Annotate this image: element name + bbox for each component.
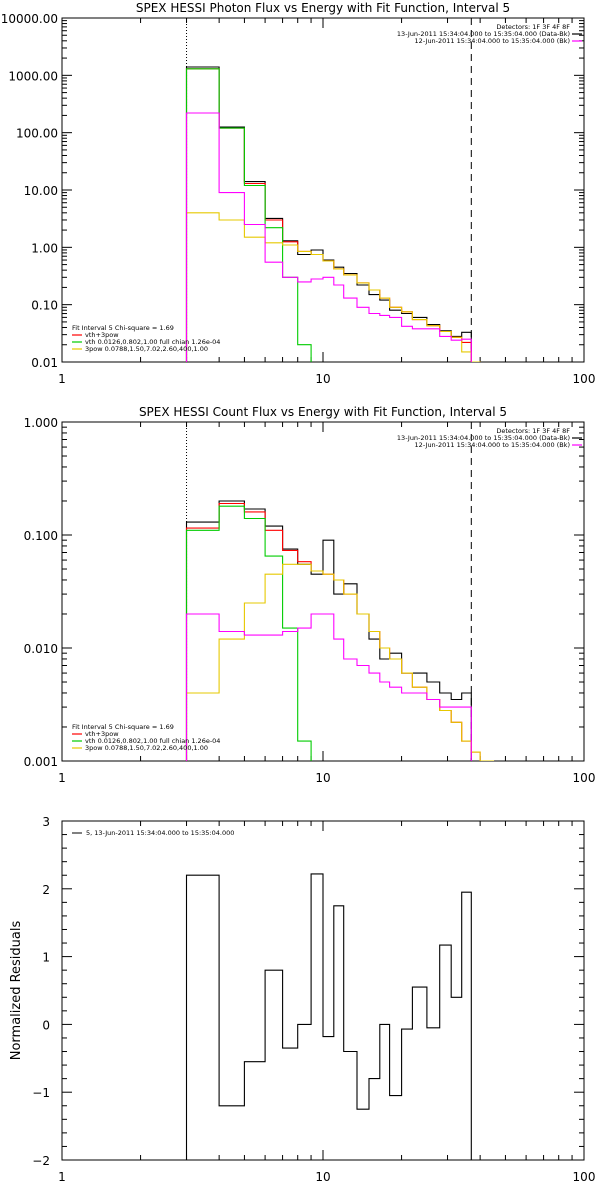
y-tick-label: 0: [42, 1018, 50, 1032]
x-tick-label: 100: [573, 771, 596, 785]
y-tick-label: 0.10: [31, 299, 58, 313]
legend-entry-label: 13-Jun-2011 15:34:04.000 to 15:35:04.000…: [397, 434, 570, 442]
fit-legend-label: vth+3pow: [85, 730, 119, 738]
chart-panel-1: SPEX HESSI Photon Flux vs Energy with Fi…: [1, 1, 596, 386]
y-tick-label: 100.00: [16, 127, 58, 141]
x-tick-label: 10: [315, 771, 330, 785]
y-tick-label: 10000.00: [1, 12, 58, 26]
series-3-line: [185, 505, 312, 761]
fit-legend-header: Fit Interval 5 Chi-square = 1.69: [72, 723, 174, 731]
series-2-line: [185, 502, 495, 761]
plot-frame: [61, 421, 585, 762]
y-tick-label: 1.000: [24, 416, 58, 430]
y-tick-label: 0.001: [24, 755, 58, 769]
legend-header: Detectors: 1F 3F 4F 8F: [496, 23, 570, 31]
fit-legend-label: 3pow 0.0788,1.50,7.02,2.60,400,1.00: [85, 744, 208, 752]
chart-title: SPEX HESSI Count Flux vs Energy with Fit…: [139, 405, 507, 419]
legend-entry-label: 12-Jun-2011 15:34:04.000 to 15:35:04.000…: [415, 37, 570, 45]
series-4-line: [185, 212, 481, 362]
y-tick-label: 10.00: [24, 184, 58, 198]
legend-entry-label: 13-Jun-2011 15:34:04.000 to 15:35:04.000…: [397, 30, 570, 38]
legend-entry-label: 12-Jun-2011 15:34:04.000 to 15:35:04.000…: [415, 441, 570, 449]
y-tick-label: 2: [42, 883, 50, 897]
series-1-line: [185, 500, 472, 761]
y-tick-label: 0.01: [31, 356, 58, 370]
x-tick-label: 1: [58, 771, 66, 785]
series-5-line: [185, 112, 472, 362]
chart-title: SPEX HESSI Photon Flux vs Energy with Fi…: [136, 1, 510, 15]
fit-legend-label: 3pow 0.0788,1.50,7.02,2.60,400,1.00: [85, 345, 208, 353]
series-group: [185, 66, 481, 362]
y-tick-label: 0.010: [24, 642, 58, 656]
x-tick-label: 1: [58, 372, 66, 386]
fit-legend-label: vth+3pow: [85, 331, 119, 339]
legend-header: Detectors: 1F 3F 4F 8F: [496, 427, 570, 435]
series-1-line: [185, 66, 472, 362]
series-1-line: [185, 873, 472, 1160]
fit-legend-label: vth 0.0126,0.802,1.00 full chian 1.26e-0…: [85, 338, 220, 346]
x-tick-label: 10: [315, 372, 330, 386]
fit-legend-header: Fit Interval 5 Chi-square = 1.69: [72, 324, 174, 332]
series-3-line: [185, 68, 312, 362]
y-tick-label: 3: [42, 815, 50, 829]
series-5-line: [185, 613, 472, 761]
legend-label: 5, 13-Jun-2011 15:34:04.000 to 15:35:04.…: [86, 829, 234, 837]
x-tick-label: 10: [315, 1170, 330, 1184]
chart-panel-3: 1 10 100 −2 −1 0 1 2 3 Normalized Residuals 5, 13-…: [9, 815, 595, 1184]
y-tick-label: −2: [32, 1154, 50, 1168]
series-2-line: [185, 68, 481, 362]
x-tick-label: 1: [58, 1170, 66, 1184]
series-group: [185, 500, 495, 761]
chart-panel-2: SPEX HESSI Count Flux vs Energy with Fit…: [24, 405, 596, 785]
y-axis-label: Normalized Residuals: [9, 921, 24, 1061]
y-tick-label: −1: [32, 1086, 50, 1100]
y-tick-label: 1.00: [31, 241, 58, 255]
x-tick-label: 100: [573, 372, 596, 386]
y-tick-label: 1000.00: [8, 69, 58, 83]
x-tick-label: 100: [573, 1170, 596, 1184]
y-tick-label: 0.100: [24, 529, 58, 543]
series-group: [185, 873, 472, 1160]
series-4-line: [185, 563, 495, 761]
y-tick-label: 1: [42, 951, 50, 965]
plot-frame: [61, 17, 585, 363]
fit-legend-label: vth 0.0126,0.802,1.00 full chian 1.26e-0…: [85, 737, 220, 745]
